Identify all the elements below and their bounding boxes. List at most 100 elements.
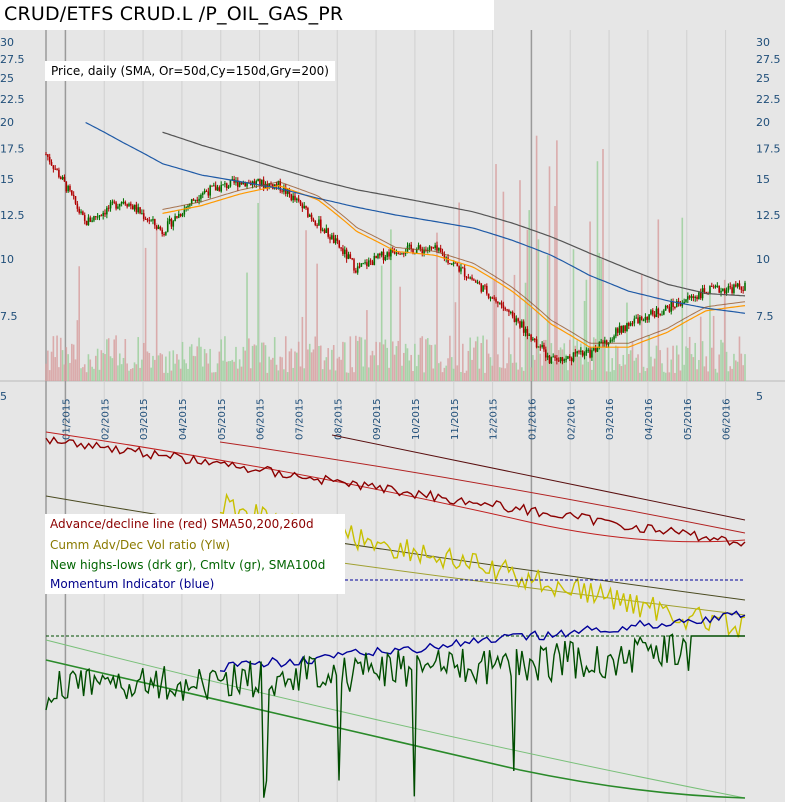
volume-bar <box>557 350 560 381</box>
volume-bar <box>85 372 88 381</box>
volume-bars <box>45 135 746 381</box>
volume-bar <box>602 148 604 381</box>
volume-bar <box>290 348 293 381</box>
volume-bar <box>607 346 610 381</box>
volume-bar <box>703 366 706 381</box>
legend-vol-ratio: Cumm Adv/Dec Vol ratio (Ylw) <box>50 538 231 552</box>
candle-body <box>651 310 654 315</box>
volume-bar <box>207 363 210 381</box>
volume-bar <box>687 347 689 381</box>
candle-body <box>242 182 245 185</box>
volume-bar <box>157 355 160 381</box>
candle-body <box>174 216 176 222</box>
candle-body <box>142 213 145 219</box>
volume-bar <box>379 342 381 381</box>
candle-body <box>117 206 119 209</box>
volume-bar <box>139 367 141 381</box>
candle-body <box>237 180 239 187</box>
candle-body <box>572 352 575 362</box>
volume-bar <box>565 354 567 381</box>
volume-bar <box>497 354 499 381</box>
volume-bar <box>100 350 103 381</box>
volume-bar <box>618 364 621 381</box>
candle-body <box>111 201 114 203</box>
candle-body <box>497 301 499 304</box>
candle-body <box>124 201 127 205</box>
candle-body <box>434 245 436 249</box>
candle-body <box>187 205 189 208</box>
volume-bar <box>255 345 258 381</box>
candle-body <box>94 216 97 218</box>
candle-body <box>135 204 138 213</box>
candle-body <box>565 358 567 360</box>
volume-bar <box>639 372 641 381</box>
volume-bar <box>720 339 722 381</box>
volume-bar <box>235 346 237 381</box>
volume-bar <box>190 344 193 381</box>
volume-bar <box>347 372 350 381</box>
volume-bar <box>144 247 147 381</box>
candle-body <box>725 290 728 294</box>
volume-bar <box>310 352 313 381</box>
volume-bar <box>434 344 436 381</box>
volume-bar <box>414 343 416 381</box>
volume-bar <box>688 336 691 381</box>
candle-body <box>238 182 241 187</box>
candle-body <box>380 251 383 256</box>
volume-bar <box>83 364 86 381</box>
volume-bar <box>76 320 79 381</box>
volume-bar <box>559 347 562 381</box>
candle-body <box>428 246 431 250</box>
candle-body <box>345 249 348 259</box>
volume-bar <box>493 278 495 381</box>
volume-bar <box>432 368 435 381</box>
volume-bar <box>600 259 602 381</box>
candle-body <box>364 262 366 264</box>
candle-body <box>716 285 719 287</box>
volume-bar <box>342 341 344 381</box>
volume-bar <box>712 315 715 381</box>
candle-body <box>628 322 630 326</box>
candle-body <box>213 185 215 187</box>
volume-bar <box>69 362 71 381</box>
candle-body <box>48 156 51 162</box>
volume-bar <box>528 210 531 381</box>
volume-bar <box>663 371 665 381</box>
momentum-line <box>219 610 746 673</box>
candle-body <box>222 184 224 186</box>
volume-bar <box>640 273 643 381</box>
candle-body <box>611 339 614 341</box>
volume-bar <box>469 337 471 381</box>
volume-bar <box>209 348 211 381</box>
volume-bar <box>373 355 376 381</box>
candle-body <box>240 182 243 185</box>
x-axis-month-labels: 01/2015 02/2015 03/2015 04/2015 05/2015 06/20… <box>61 398 732 440</box>
volume-bar <box>233 361 235 381</box>
volume-bar <box>251 345 254 381</box>
volume-bar <box>314 336 317 381</box>
volume-bar <box>670 359 673 381</box>
candle-body <box>168 218 171 222</box>
volume-bar <box>421 336 424 381</box>
candle-body <box>288 189 291 195</box>
volume-bar <box>705 356 708 381</box>
volume-bar <box>462 343 464 381</box>
vol-ratio-sma-dark <box>45 495 746 601</box>
volume-bar <box>692 357 695 381</box>
candle-body <box>498 302 501 304</box>
volume-bar <box>366 310 368 381</box>
sma-lines <box>85 121 746 348</box>
volume-bar <box>443 367 446 381</box>
candle-body <box>727 286 730 291</box>
candle-body <box>360 263 363 267</box>
volume-bar <box>224 336 226 381</box>
candle-body <box>402 253 405 255</box>
volume-bar <box>386 347 389 381</box>
volume-bar <box>517 369 519 381</box>
candle-body <box>189 204 191 206</box>
candle-body <box>54 168 57 170</box>
candle-body <box>395 252 398 254</box>
volume-bar <box>264 345 267 381</box>
title-box: CRUD/ETFS CRUD.L /P_OIL_GAS_PR <box>0 0 494 30</box>
